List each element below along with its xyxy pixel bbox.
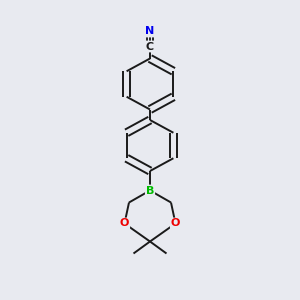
Text: B: B <box>146 185 154 196</box>
Text: O: O <box>120 218 129 229</box>
Text: N: N <box>146 26 154 37</box>
Text: O: O <box>171 218 180 229</box>
Text: C: C <box>146 41 154 52</box>
